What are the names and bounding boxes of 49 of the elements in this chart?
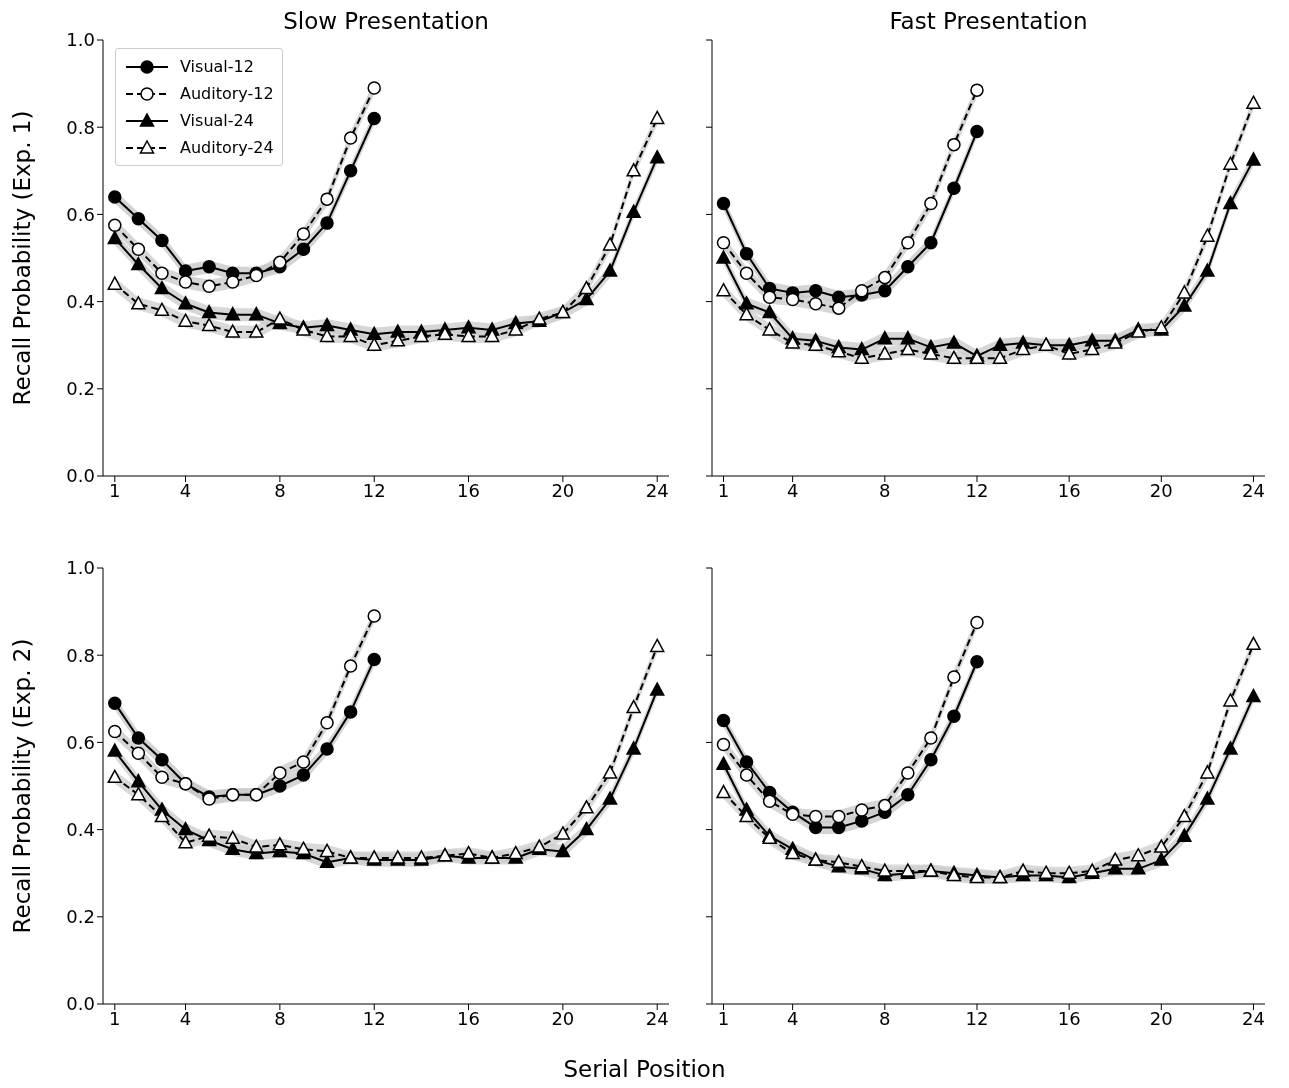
y-tick-label: 0.2: [66, 906, 95, 928]
x-tick-label: 1: [109, 1007, 121, 1029]
legend-label: Auditory-12: [180, 84, 274, 103]
y-tick-label: 0.4: [66, 290, 95, 312]
y-tick-label: 0.2: [66, 378, 95, 400]
y-tick-label: 0.8: [66, 644, 95, 666]
x-tick-label: 24: [1242, 1007, 1265, 1029]
x-tick-label: 16: [457, 479, 480, 501]
y-tick-label: 0.4: [66, 818, 95, 840]
y-axis-title: Recall Probability (Exp. 1): [9, 110, 36, 406]
x-tick-label: 24: [645, 1007, 669, 1029]
x-tick-label: 12: [362, 479, 386, 501]
y-tick-label: 0.8: [66, 116, 95, 138]
x-tick-label: 4: [179, 479, 192, 501]
x-tick-label: 8: [274, 479, 286, 501]
x-tick-label: 12: [965, 479, 989, 501]
y-axis-title: Recall Probability (Exp. 2): [9, 638, 36, 934]
x-tick-label: 4: [786, 479, 799, 501]
y-tick-label: 0.0: [66, 993, 95, 1015]
x-tick-label: 8: [879, 1007, 891, 1029]
x-tick-label: 1: [717, 1007, 730, 1029]
legend-label: Visual-24: [180, 111, 254, 130]
x-tick-label: 16: [457, 1007, 480, 1029]
y-tick-label: 1.0: [66, 557, 95, 579]
y-tick-label: 0.6: [66, 731, 95, 753]
y-tick-label: 1.0: [66, 29, 95, 51]
x-tick-label: 8: [274, 1007, 286, 1029]
x-tick-label: 12: [965, 1007, 989, 1029]
x-tick-label: 20: [551, 1007, 575, 1029]
x-tick-label: 24: [1242, 479, 1265, 501]
x-tick-label: 4: [786, 1007, 799, 1029]
x-tick-label: 16: [1057, 479, 1081, 501]
x-tick-label: 20: [1149, 1007, 1173, 1029]
x-tick-label: 4: [179, 1007, 192, 1029]
chart-title: Slow Presentation: [282, 8, 490, 34]
x-tick-label: 8: [879, 479, 891, 501]
x-axis-title: Serial Position: [562, 1056, 727, 1082]
y-tick-label: 0.0: [66, 465, 95, 487]
x-tick-label: 16: [1057, 1007, 1081, 1029]
x-tick-label: 20: [551, 479, 575, 501]
x-tick-label: 1: [717, 479, 730, 501]
x-tick-label: 1: [109, 479, 121, 501]
chart-title: Fast Presentation: [888, 8, 1089, 34]
legend-label: Auditory-24: [180, 138, 274, 157]
x-tick-label: 12: [362, 1007, 386, 1029]
legend-label: Visual-12: [180, 57, 254, 76]
y-tick-label: 0.6: [66, 203, 95, 225]
x-tick-label: 20: [1149, 479, 1173, 501]
x-tick-label: 24: [645, 479, 669, 501]
